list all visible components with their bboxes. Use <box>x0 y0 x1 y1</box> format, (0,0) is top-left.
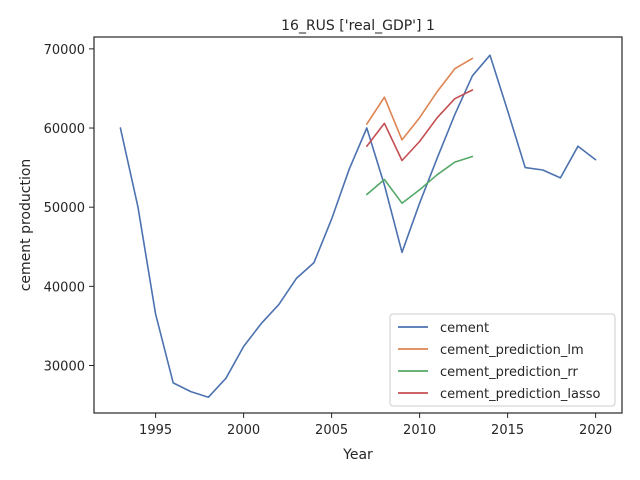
y-tick-label: 40000 <box>44 280 85 295</box>
x-tick-label: 2005 <box>315 423 348 438</box>
series-line-cement_prediction_lasso <box>365 89 474 162</box>
x-tick-label: 2015 <box>491 423 524 438</box>
legend-label-cement: cement <box>440 321 489 336</box>
axes-layer <box>93 36 623 414</box>
legend-label-cement_prediction_rr: cement_prediction_rr <box>440 365 578 380</box>
y-tick-label: 30000 <box>44 360 85 375</box>
legend-label-cement_prediction_lasso: cement_prediction_lasso <box>440 387 600 402</box>
series-line-cement <box>119 54 597 399</box>
x-tick-label: 1995 <box>139 423 172 438</box>
legend: cement cement_prediction_lm cement_predict… <box>389 313 616 407</box>
legend-label-cement_prediction_lm: cement_prediction_lm <box>440 343 584 358</box>
series-line-cement_prediction_lm <box>365 57 474 141</box>
series-line-cement_prediction_rr <box>365 155 474 204</box>
y-axis-ticks: 30000 40000 50000 60000 70000 <box>44 43 94 375</box>
x-tick-label: 2010 <box>403 423 436 438</box>
series-layer <box>119 54 597 399</box>
x-axis-label: Year <box>342 447 373 463</box>
x-tick-label: 2020 <box>579 423 612 438</box>
y-tick-label: 60000 <box>44 122 85 137</box>
legend-box <box>389 313 616 407</box>
x-axis-ticks: 1995 2000 2005 2010 2015 2020 <box>139 413 612 438</box>
y-tick-label: 50000 <box>44 201 85 216</box>
chart-title: 16_RUS ['real_GDP'] 1 <box>281 18 435 34</box>
y-tick-label: 70000 <box>44 43 85 58</box>
plot-frame <box>93 36 623 414</box>
x-tick-label: 2000 <box>227 423 260 438</box>
y-axis-label: cement production <box>18 159 34 292</box>
